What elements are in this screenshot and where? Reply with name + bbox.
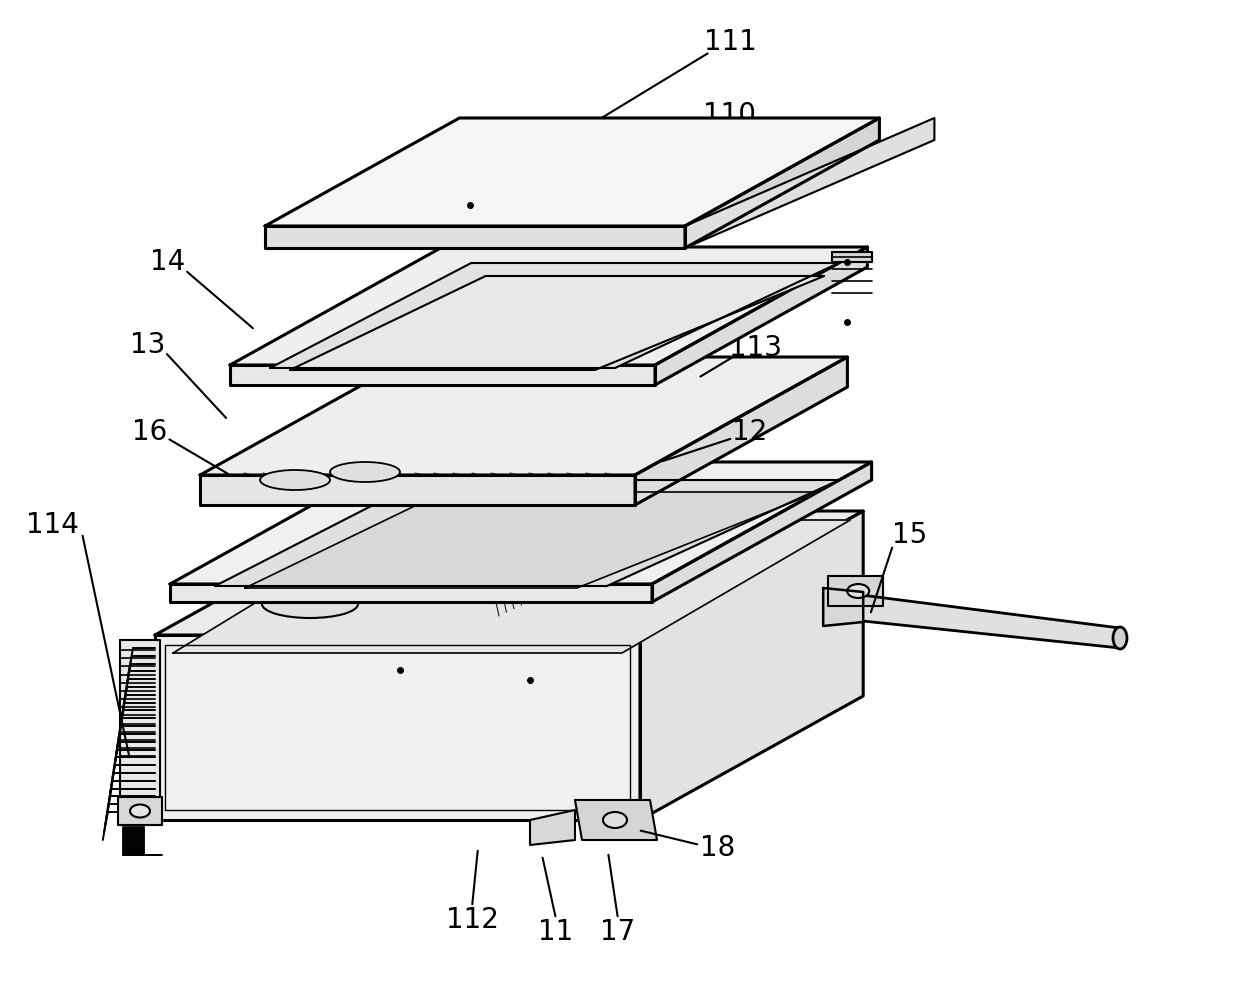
Text: 11: 11 — [538, 918, 574, 946]
Polygon shape — [170, 462, 872, 584]
Ellipse shape — [330, 462, 401, 482]
Ellipse shape — [603, 812, 627, 828]
Ellipse shape — [262, 568, 358, 596]
Text: 19: 19 — [748, 246, 782, 274]
Polygon shape — [529, 810, 575, 845]
Polygon shape — [660, 530, 730, 553]
Polygon shape — [684, 118, 935, 248]
Polygon shape — [265, 226, 684, 248]
Polygon shape — [853, 594, 1120, 648]
Text: 17: 17 — [600, 918, 636, 946]
Text: 113: 113 — [729, 334, 781, 362]
Polygon shape — [246, 492, 817, 588]
Polygon shape — [480, 525, 720, 600]
Ellipse shape — [1114, 627, 1127, 649]
Text: 14: 14 — [150, 248, 186, 276]
Polygon shape — [200, 475, 635, 505]
Polygon shape — [655, 247, 868, 385]
Polygon shape — [120, 640, 160, 820]
Text: 18: 18 — [701, 834, 735, 862]
Text: 16: 16 — [133, 418, 167, 446]
Polygon shape — [215, 480, 839, 586]
Ellipse shape — [342, 571, 438, 599]
Ellipse shape — [260, 470, 330, 490]
Text: 112: 112 — [445, 906, 498, 934]
Polygon shape — [290, 276, 825, 370]
Polygon shape — [832, 252, 873, 262]
Polygon shape — [174, 520, 851, 653]
Polygon shape — [270, 263, 838, 368]
Text: 15: 15 — [893, 521, 928, 549]
Polygon shape — [200, 357, 847, 475]
Polygon shape — [575, 800, 657, 840]
Ellipse shape — [262, 590, 358, 618]
Polygon shape — [684, 118, 879, 248]
Text: 110: 110 — [703, 101, 756, 129]
Polygon shape — [170, 584, 652, 602]
Polygon shape — [828, 576, 883, 606]
Polygon shape — [118, 797, 162, 825]
Ellipse shape — [342, 549, 438, 577]
Polygon shape — [640, 511, 863, 820]
Polygon shape — [265, 118, 879, 226]
Polygon shape — [155, 635, 640, 820]
Polygon shape — [229, 365, 655, 385]
Text: 111: 111 — [703, 28, 756, 56]
Polygon shape — [823, 588, 863, 626]
Polygon shape — [155, 511, 863, 635]
Ellipse shape — [847, 584, 869, 598]
Text: 114: 114 — [26, 511, 78, 539]
Polygon shape — [652, 462, 872, 602]
Text: 13: 13 — [130, 331, 166, 359]
Text: 12: 12 — [733, 418, 768, 446]
Polygon shape — [635, 357, 847, 505]
Polygon shape — [229, 247, 868, 365]
Ellipse shape — [130, 805, 150, 818]
